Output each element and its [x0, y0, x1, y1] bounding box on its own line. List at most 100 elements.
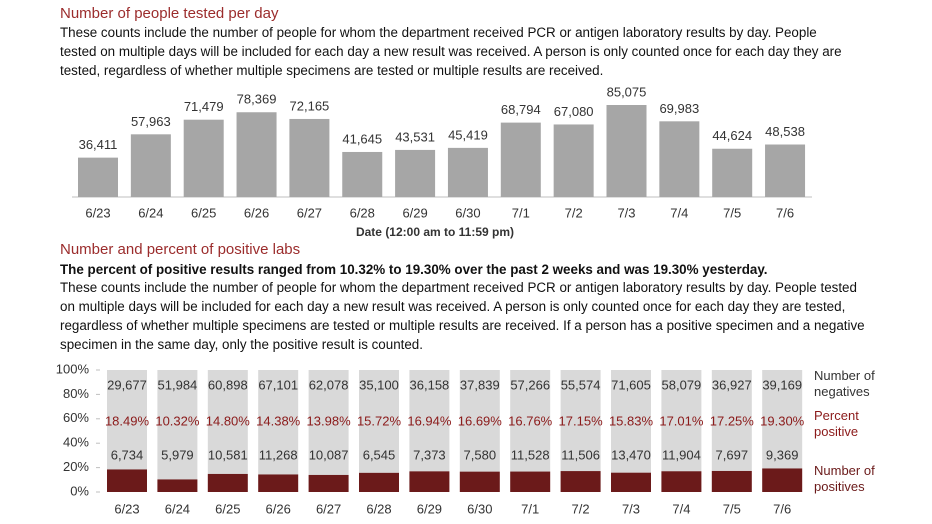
data-label: 11,528: [511, 447, 550, 462]
bar: [130, 134, 171, 197]
x-tick-label: 7/6: [773, 501, 791, 516]
bar-positives: [459, 471, 500, 492]
bar: [606, 105, 647, 197]
x-tick-label: 7/3: [622, 501, 640, 516]
data-label: 17.01%: [659, 413, 704, 428]
x-tick-label: 6/25: [191, 205, 216, 220]
data-label: 16.69%: [458, 413, 503, 428]
bar: [183, 119, 224, 197]
bar-negatives: [409, 370, 450, 472]
data-label: 14.38%: [256, 413, 301, 428]
x-tick-label: 7/4: [670, 205, 688, 220]
x-tick-label: 6/23: [85, 205, 110, 220]
data-label: 57,266: [510, 377, 550, 392]
x-tick-label: 6/30: [455, 205, 480, 220]
x-tick-label: 7/1: [521, 501, 539, 516]
data-label: 57,963: [131, 114, 171, 129]
x-tick-label: 7/4: [672, 501, 690, 516]
data-label: 72,165: [290, 98, 330, 113]
x-tick-label: 6/23: [114, 501, 139, 516]
bar: [447, 147, 488, 197]
legend-entry: Number of negatives: [814, 368, 875, 399]
bar: [659, 121, 700, 197]
data-label: 67,101: [258, 377, 298, 392]
data-label: 36,411: [79, 137, 118, 152]
bar: [765, 144, 806, 197]
bar-negatives: [510, 370, 551, 472]
x-tick-label: 6/27: [297, 205, 322, 220]
data-label: 67,080: [554, 104, 594, 119]
y-tick-label: 0%: [70, 483, 89, 498]
x-tick-label: 6/24: [138, 205, 163, 220]
bar-negatives: [107, 370, 147, 470]
data-label: 18.49%: [105, 413, 150, 428]
bar: [553, 124, 594, 197]
description: These counts include the number of peopl…: [60, 280, 865, 352]
data-label: 10,581: [208, 447, 248, 462]
x-tick-label: 6/26: [266, 501, 291, 516]
x-tick-label: 6/24: [165, 501, 190, 516]
bar-negatives: [661, 370, 702, 472]
bar-positives: [258, 474, 299, 492]
bar-negatives: [308, 370, 349, 475]
bar: [500, 122, 541, 197]
bar-negatives: [762, 370, 803, 469]
x-tick-label: 7/6: [776, 205, 794, 220]
chart-title: Number of people tested per day: [60, 5, 279, 22]
bar-positives: [661, 471, 702, 492]
data-label: 13,470: [611, 447, 651, 462]
bar: [289, 118, 330, 197]
subtitle: The percent of positive results ranged f…: [60, 262, 768, 277]
data-label: 6,734: [111, 447, 144, 462]
data-label: 11,268: [259, 447, 298, 462]
bar-positives: [611, 472, 651, 492]
chart-title: Number and percent of positive labs: [60, 241, 301, 258]
x-axis-label: Date (12:00 am to 11:59 pm): [356, 225, 514, 239]
data-label: 71,479: [184, 99, 224, 114]
bar: [236, 112, 277, 197]
data-label: 11,904: [662, 447, 701, 462]
y-tick-label: 100%: [56, 361, 90, 376]
data-label: 11,506: [561, 447, 600, 462]
x-tick-label: 7/5: [723, 205, 741, 220]
x-tick-label: 6/30: [467, 501, 492, 516]
y-tick-label: 20%: [63, 459, 89, 474]
x-tick-label: 7/2: [565, 205, 583, 220]
data-label: 36,158: [410, 377, 450, 392]
bar-negatives: [258, 370, 299, 475]
legend-entry: Number of positives: [814, 463, 875, 494]
bar-negatives: [207, 370, 248, 474]
data-label: 10.32%: [155, 413, 200, 428]
data-label: 16.94%: [407, 413, 452, 428]
x-tick-label: 7/2: [572, 501, 590, 516]
x-tick-label: 6/27: [316, 501, 341, 516]
data-label: 68,794: [501, 102, 541, 117]
y-tick-label: 40%: [63, 435, 89, 450]
data-label: 69,983: [659, 101, 699, 116]
data-label: 17.15%: [559, 413, 604, 428]
bar-positives: [762, 468, 803, 492]
x-tick-label: 6/26: [244, 205, 269, 220]
bar: [342, 151, 383, 197]
data-label: 58,079: [662, 377, 702, 392]
data-label: 44,624: [712, 128, 752, 143]
data-label: 7,697: [716, 447, 749, 462]
data-label: 85,075: [607, 84, 647, 99]
bar-positives: [560, 471, 601, 492]
bar-positives: [157, 479, 198, 492]
data-label: 41,645: [342, 131, 382, 146]
bar: [78, 157, 118, 197]
data-label: 35,100: [359, 377, 399, 392]
bar-positives: [409, 471, 450, 492]
data-label: 43,531: [395, 129, 435, 144]
data-label: 71,605: [611, 377, 651, 392]
data-label: 60,898: [208, 377, 248, 392]
data-label: 55,574: [561, 377, 601, 392]
bar-negatives: [611, 370, 651, 473]
data-label: 16.76%: [508, 413, 553, 428]
bar-positives: [510, 471, 551, 492]
data-label: 37,839: [460, 377, 500, 392]
x-tick-label: 6/25: [215, 501, 240, 516]
